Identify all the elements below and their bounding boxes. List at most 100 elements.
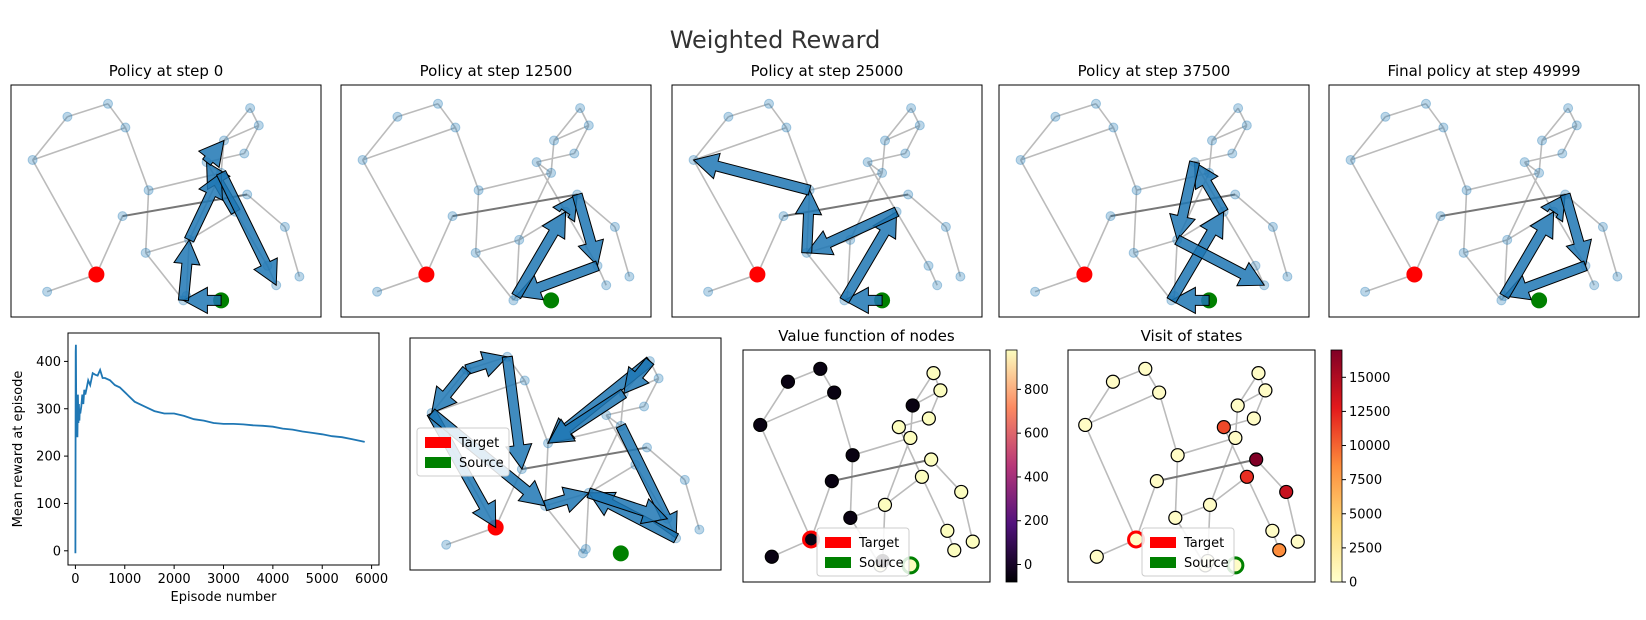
network-edge	[588, 425, 622, 494]
network-edge	[1222, 211, 1257, 267]
network-node	[372, 286, 383, 297]
network-edge	[452, 193, 578, 218]
network-node	[923, 260, 934, 271]
network-node	[546, 167, 557, 178]
network-node	[433, 98, 443, 109]
policy-arrow	[547, 388, 628, 444]
network-edge	[692, 116, 730, 161]
network-edge	[1132, 190, 1138, 253]
network-node	[780, 374, 796, 389]
network-node	[27, 154, 38, 165]
network-edge	[145, 252, 185, 301]
network-node	[924, 452, 939, 467]
legend-swatch-source	[825, 557, 851, 568]
network-edge	[881, 140, 886, 173]
network-edge	[31, 159, 98, 275]
network-edge	[707, 273, 758, 293]
network-edge	[646, 446, 686, 481]
network-edge	[1231, 125, 1248, 154]
network-edge	[454, 127, 480, 191]
network-edge	[362, 126, 456, 161]
network-node	[1279, 484, 1294, 500]
x-tick-label: 6000	[355, 572, 388, 587]
network-edge	[1019, 159, 1086, 275]
network-edge	[585, 492, 590, 550]
network-node	[914, 120, 925, 131]
colorbar-tick-label: 15000	[1349, 371, 1390, 386]
network-edge	[1095, 103, 1115, 129]
network-node	[940, 523, 955, 538]
network-node	[1233, 103, 1244, 114]
network-node	[1149, 474, 1164, 489]
network-edge	[806, 252, 846, 301]
network-edge	[1084, 424, 1137, 540]
network-node	[891, 420, 906, 435]
network-node	[531, 157, 542, 168]
network-node	[1249, 452, 1264, 467]
network-node	[845, 448, 860, 463]
network-edge	[550, 140, 555, 173]
network-edge	[512, 295, 517, 301]
source-node	[612, 545, 629, 562]
network-edge	[759, 424, 812, 540]
legend-label-target: Target	[858, 536, 899, 551]
network-edge	[898, 426, 923, 478]
network-edge	[945, 226, 962, 277]
y-axis-label: Mean reward at episode	[11, 371, 26, 528]
colorbar-tick-label: 5000	[1349, 507, 1382, 522]
series-line	[74, 344, 365, 554]
network-node	[575, 103, 586, 114]
network-edge	[852, 437, 911, 456]
network-edge	[107, 103, 127, 129]
network-node	[947, 543, 962, 558]
network-node	[880, 135, 890, 146]
network-edge	[1158, 392, 1179, 456]
network-edge	[759, 381, 789, 426]
network-node	[580, 544, 591, 555]
network-node	[1563, 103, 1574, 114]
network-edge	[1567, 107, 1578, 126]
network-node	[954, 484, 969, 500]
network-edge	[376, 273, 427, 293]
network-edge	[397, 103, 439, 118]
y-tick-label: 400	[36, 355, 61, 370]
network-edge	[614, 226, 631, 277]
network-node	[1089, 549, 1104, 564]
network-edge	[849, 455, 854, 518]
network-edge	[588, 464, 636, 494]
panel-frame	[409, 337, 722, 571]
policy-arrow	[623, 357, 655, 395]
panel-title: Policy at step 37500	[1078, 62, 1231, 80]
network-graph	[357, 98, 635, 309]
network-node	[1461, 185, 1472, 196]
network-node	[1170, 448, 1185, 463]
network-node	[903, 189, 914, 200]
colorbar-tick-label: 400	[1024, 470, 1049, 485]
y-tick-label: 0	[53, 544, 61, 559]
network-node	[1502, 234, 1513, 245]
network-node	[932, 280, 943, 291]
network-edge	[32, 126, 126, 161]
network-node	[1138, 361, 1153, 376]
network-edge	[1349, 116, 1387, 161]
network-edge	[884, 124, 921, 142]
network-edge	[124, 127, 150, 191]
network-edge	[910, 107, 921, 126]
network-edge	[1506, 172, 1540, 241]
network-node	[117, 211, 128, 222]
network-edge	[1174, 455, 1179, 518]
network-edge	[1524, 161, 1540, 174]
network-edge	[524, 380, 549, 444]
colorbar-gradient	[1330, 349, 1343, 583]
source-node	[543, 292, 560, 309]
network-node	[1534, 167, 1545, 178]
policy-arrow	[1166, 210, 1225, 304]
network-edge	[1385, 103, 1427, 118]
network-edge	[437, 103, 457, 129]
network-node	[519, 375, 530, 386]
network-node	[1380, 111, 1391, 122]
network-edge	[1561, 125, 1578, 154]
network-node	[120, 122, 131, 133]
panel-frame	[1067, 349, 1316, 583]
network-node	[549, 135, 559, 146]
